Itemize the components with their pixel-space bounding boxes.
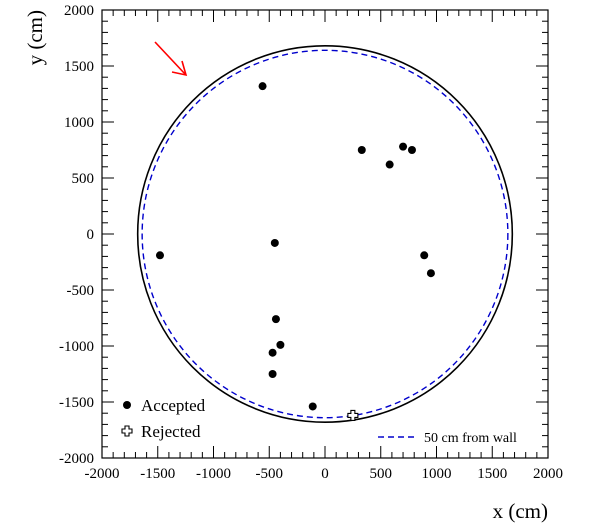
overlay-legend-label: 50 cm from wall xyxy=(424,431,517,446)
y-tick-label: 1000 xyxy=(64,115,94,131)
accepted-point xyxy=(276,340,285,349)
arrow-shaft xyxy=(154,41,186,75)
arrow-head xyxy=(171,60,188,77)
y-tick-label: -2000 xyxy=(59,451,94,467)
accepted-point xyxy=(420,251,429,260)
red-arrow xyxy=(154,41,188,77)
y-tick-label: 500 xyxy=(72,171,95,187)
x-tick-label: 500 xyxy=(370,466,393,482)
y-tick-label: 2000 xyxy=(64,3,94,19)
y-tick-label: -1000 xyxy=(59,339,94,355)
x-tick-label: 0 xyxy=(321,466,329,482)
accepted-point xyxy=(399,142,408,151)
accepted-point xyxy=(426,269,435,278)
plot-frame xyxy=(101,9,549,459)
wall-margin-circle xyxy=(141,49,509,419)
y-tick-label: -1500 xyxy=(59,395,94,411)
accepted-point xyxy=(308,402,317,411)
x-tick-label: 1500 xyxy=(477,466,507,482)
y-axis-title: y (cm) xyxy=(23,10,47,65)
y-tick-label: 1500 xyxy=(64,59,94,75)
accepted-point xyxy=(258,82,267,91)
legend-marker-rejected xyxy=(121,425,133,437)
accepted-point xyxy=(385,160,394,169)
accepted-point xyxy=(268,348,277,357)
y-tick-label: 0 xyxy=(87,227,95,243)
x-tick-label: -2000 xyxy=(85,466,120,482)
x-tick-label: -1000 xyxy=(196,466,231,482)
accepted-point xyxy=(271,315,280,324)
accepted-point xyxy=(155,251,164,260)
legend-label-rejected: Rejected xyxy=(141,422,201,441)
x-tick-label: -1500 xyxy=(140,466,175,482)
detector-wall-circle xyxy=(136,45,514,423)
y-tick-label: -500 xyxy=(67,283,95,299)
legend-label-accepted: Accepted xyxy=(141,396,206,415)
x-tick-label: 1000 xyxy=(422,466,452,482)
x-axis-title: x (cm) xyxy=(493,499,548,523)
x-tick-label: -500 xyxy=(256,466,284,482)
accepted-point xyxy=(407,146,416,154)
x-tick-label: 2000 xyxy=(533,466,563,482)
accepted-point xyxy=(268,370,277,378)
rejected-point xyxy=(347,409,359,421)
legend-marker-accepted xyxy=(123,401,131,409)
accepted-point xyxy=(357,146,366,154)
accepted-point xyxy=(270,238,279,247)
